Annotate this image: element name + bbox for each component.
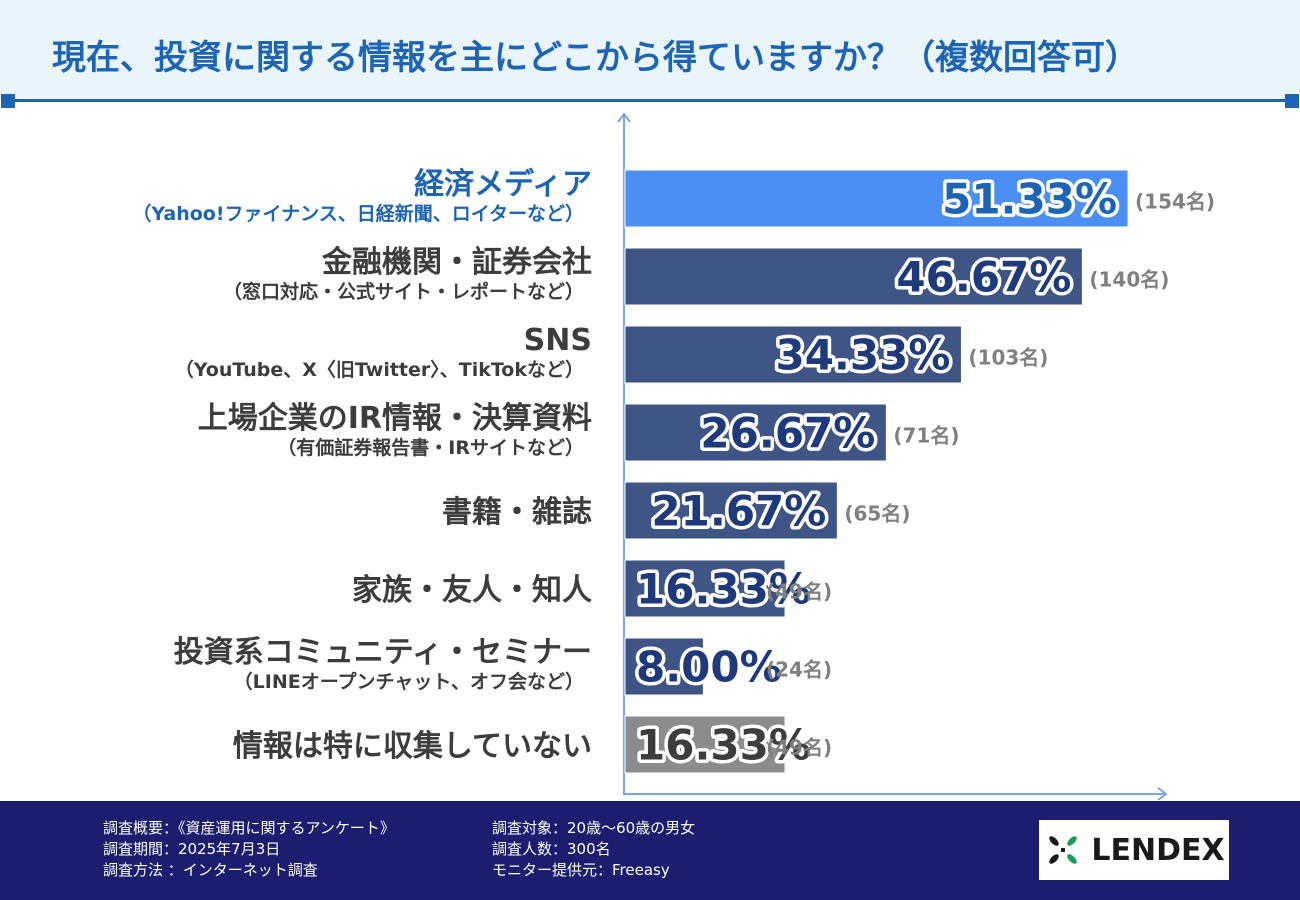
category-label: 金融機関・証券会社 bbox=[321, 245, 592, 280]
survey-target: 調査対象：20歳〜60歳の男女 bbox=[492, 819, 696, 837]
bar bbox=[624, 481, 838, 540]
category-label: 書籍・雑誌 bbox=[442, 495, 592, 530]
category-sublabel: （LINEオープンチャット、オフ会など） bbox=[234, 670, 584, 693]
category-label: 投資系コミュニティ・セミナー bbox=[174, 635, 592, 670]
logo-text: LENDEX bbox=[1091, 832, 1225, 868]
category-sublabel: （窓口対応・公式サイト・レポートなど） bbox=[223, 280, 584, 303]
survey-size: 調査人数：300名 bbox=[492, 840, 611, 858]
y-axis-arrow bbox=[617, 112, 631, 123]
bar bbox=[624, 715, 786, 774]
category-sublabel: （YouTube、X〈旧Twitter〉、TikTokなど） bbox=[175, 358, 584, 381]
value-label: 46.67% bbox=[896, 253, 1071, 302]
category-label: 情報は特に収集していない bbox=[233, 729, 592, 764]
survey-period: 調査期間：2025年7月3日 bbox=[103, 840, 281, 858]
bar bbox=[624, 403, 887, 462]
survey-monitor: モニター提供元：Freeasy bbox=[492, 861, 670, 879]
count-label: (65名) bbox=[844, 502, 910, 526]
value-label: 51.33% bbox=[942, 175, 1117, 224]
x-axis-arrow bbox=[1157, 787, 1168, 800]
survey-footer: 調査概要：《資産運用に関するアンケート》 調査期間：2025年7月3日 調査方法… bbox=[0, 801, 1300, 900]
survey-overview: 調査概要：《資産運用に関するアンケート》 bbox=[103, 819, 395, 837]
chart-category-labels: 経済メディア（Yahoo!ファイナンス、日経新聞、ロイターなど） 金融機関・証券会… bbox=[132, 167, 592, 764]
bar bbox=[624, 247, 1083, 306]
count-label: (140名) bbox=[1089, 268, 1169, 292]
bar bbox=[624, 325, 962, 384]
count-label: (49名) bbox=[766, 580, 832, 604]
value-label: 16.33% bbox=[636, 565, 811, 614]
survey-info-right: 調査対象：20歳〜60歳の男女 調査人数：300名 モニター提供元：Freeas… bbox=[492, 818, 695, 881]
category-label: SNS bbox=[524, 323, 592, 358]
category-label: 上場企業のIR情報・決算資料 bbox=[198, 401, 592, 436]
value-label: 16.33% bbox=[636, 721, 811, 770]
value-label: 26.67% bbox=[700, 409, 875, 458]
category-sublabel: （Yahoo!ファイナンス、日経新聞、ロイターなど） bbox=[132, 202, 584, 225]
count-label: (103名) bbox=[968, 346, 1048, 370]
category-label: 家族・友人・知人 bbox=[352, 573, 592, 608]
bar-chart: 51.33% (154名) 46.67% (140名) 34.33% (103名) 26.6… bbox=[132, 112, 1215, 800]
bar bbox=[624, 637, 704, 696]
survey-info-left: 調査概要：《資産運用に関するアンケート》 調査期間：2025年7月3日 調査方法… bbox=[103, 818, 395, 881]
count-label: (154名) bbox=[1135, 190, 1215, 214]
survey-method: 調査方法 ：インターネット調査 bbox=[103, 861, 318, 879]
lendex-logo: LENDEX bbox=[1039, 820, 1229, 880]
title-banner: 現在、投資に関する情報を主にどこから得ていますか？（複数回答可） bbox=[0, 0, 1300, 100]
value-label: 21.67% bbox=[651, 487, 826, 536]
title-underline bbox=[6, 99, 1294, 102]
value-label: 8.00% bbox=[636, 643, 782, 692]
lendex-logo-icon bbox=[1049, 836, 1078, 864]
chart-axes bbox=[617, 112, 1168, 800]
underline-right-marker bbox=[1285, 94, 1299, 108]
count-label: (24名) bbox=[766, 658, 832, 682]
chart-title: 現在、投資に関する情報を主にどこから得ていますか？（複数回答可） bbox=[52, 38, 1139, 78]
bar bbox=[624, 559, 786, 618]
underline-left-marker bbox=[1, 94, 15, 108]
category-sublabel: （有価証券報告書・IRサイトなど） bbox=[277, 436, 584, 459]
category-label: 経済メディア bbox=[414, 167, 592, 202]
bar bbox=[624, 169, 1129, 228]
count-label: (49名) bbox=[766, 736, 832, 760]
chart-bars: 51.33% (154名) 46.67% (140名) 34.33% (103名) 26.6… bbox=[624, 169, 1215, 774]
value-label: 34.33% bbox=[775, 331, 950, 380]
count-label: (71名) bbox=[893, 424, 959, 448]
